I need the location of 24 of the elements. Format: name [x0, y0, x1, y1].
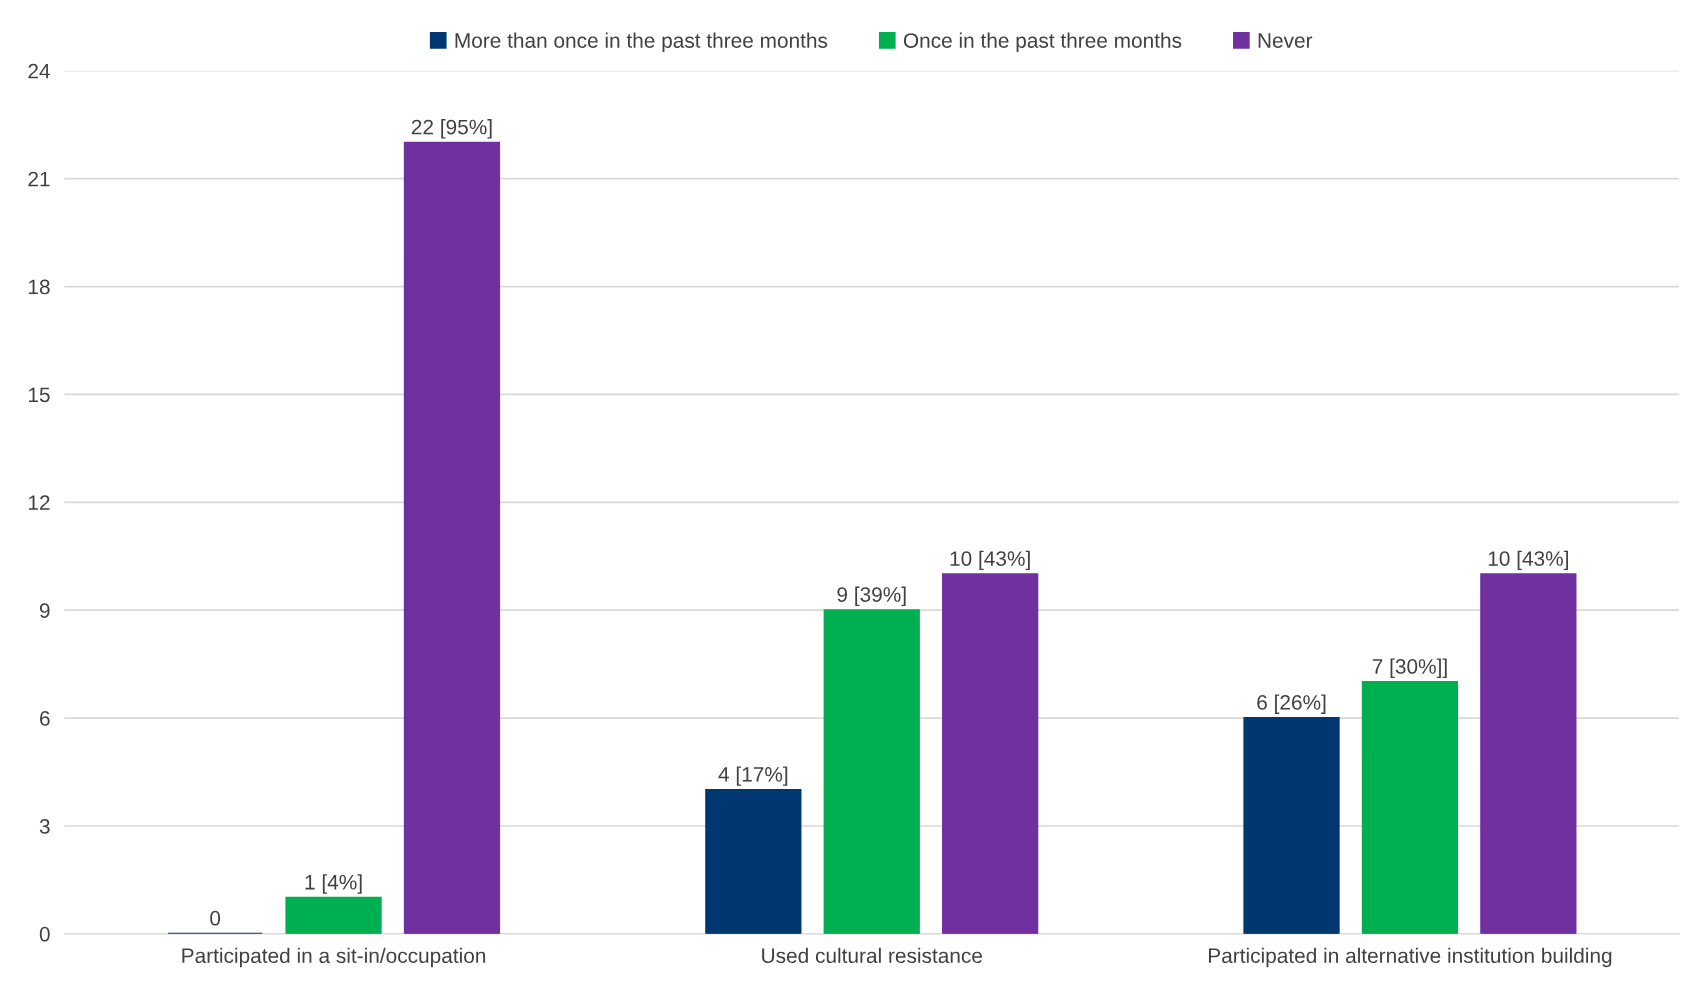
legend-label: More than once in the past three months: [455, 32, 828, 53]
data-label: 7 [30%]]: [1372, 658, 1447, 678]
legend-label: Never: [1258, 33, 1313, 48]
y-tick-label: 9: [39, 603, 50, 618]
x-tick-label: Participated in a sit-in/occupation: [182, 947, 486, 968]
data-label: 10 [43%]: [950, 550, 1030, 571]
y-tick-label: 6: [40, 711, 50, 726]
data-label: 6 [26%]: [1257, 694, 1326, 714]
data-label: 1 [4%]: [305, 874, 362, 894]
x-tick-label: Participated in alternative institution building: [1209, 947, 1612, 968]
y-tick-label: 0: [39, 926, 50, 942]
y-tick-label: 18: [28, 279, 50, 295]
x-tick-label: Used cultural resistance: [762, 947, 982, 964]
data-label: 10 [43%]: [1488, 550, 1568, 571]
y-tick-label: 12: [28, 495, 50, 510]
data-label: 4 [17%]: [718, 766, 788, 786]
y-tick-label: 24: [28, 63, 50, 79]
legend-label: Once in the past three months: [903, 32, 1182, 53]
y-tick-label: 3: [39, 818, 50, 834]
data-label: 0: [210, 910, 221, 926]
data-label: 22 [95%]: [411, 119, 492, 139]
data-label: 9 [39%]: [837, 586, 906, 607]
y-tick-label: 15: [28, 387, 50, 403]
y-tick-label: 21: [28, 171, 50, 187]
